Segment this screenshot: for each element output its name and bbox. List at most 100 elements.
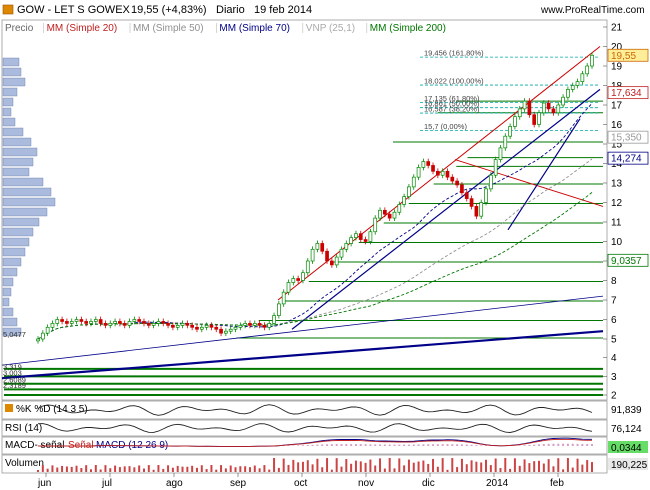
macd-hist-bar xyxy=(364,444,367,446)
price-tick-label: 15 xyxy=(611,140,623,151)
candle xyxy=(36,338,40,342)
volume-bar xyxy=(412,462,415,472)
candle xyxy=(84,321,89,324)
stochastic-line xyxy=(37,404,593,416)
candle xyxy=(358,233,363,240)
volume-bar xyxy=(369,459,372,472)
candle xyxy=(402,196,406,205)
volume-bar xyxy=(480,462,483,472)
candle xyxy=(383,209,387,215)
volume-bar xyxy=(465,464,468,472)
price-badge-label: 15,350 xyxy=(611,133,642,144)
price-badges: 19,55 17,634 15,350 14,274 9,0357 xyxy=(607,48,649,267)
macd-hist-bar xyxy=(480,445,483,446)
candle xyxy=(570,85,575,90)
candle xyxy=(108,323,113,326)
long-support-line xyxy=(1,330,604,380)
candle xyxy=(315,243,320,250)
candle xyxy=(522,100,527,110)
price-panel xyxy=(1,19,608,401)
volume-bar xyxy=(407,459,410,472)
volume-bar xyxy=(301,461,304,472)
candle xyxy=(310,248,315,262)
stochastic-value-badge xyxy=(608,403,648,415)
candle xyxy=(127,321,132,326)
volume-bar xyxy=(379,458,382,472)
price-tick-label: 2 xyxy=(611,391,617,402)
volume-bar xyxy=(345,459,348,472)
volume-bar xyxy=(451,458,454,472)
volume-bar xyxy=(292,459,295,472)
volume-profile-bar xyxy=(2,97,14,107)
candle xyxy=(354,233,358,238)
site-label: www.ProRealTime.com xyxy=(540,5,645,16)
macd-hist-bar xyxy=(359,444,362,446)
menu-icon[interactable] xyxy=(2,4,14,15)
candle xyxy=(267,323,272,328)
macd-hist-bar xyxy=(566,443,569,446)
candle xyxy=(421,161,426,168)
volume-bar xyxy=(562,469,565,472)
candle xyxy=(277,303,281,316)
macd-hist-bar xyxy=(297,445,300,446)
macd-hist-bar xyxy=(591,443,593,446)
candle xyxy=(166,323,170,326)
stochastic-icon[interactable] xyxy=(5,404,13,412)
left-level-label: 3,003 xyxy=(3,368,22,377)
volume-bar xyxy=(118,467,121,472)
macd-hist-bar xyxy=(354,444,357,446)
price-badge xyxy=(607,48,649,62)
volume-bar xyxy=(94,465,97,472)
volume-bar xyxy=(205,469,208,472)
candle xyxy=(407,186,411,197)
volume-bar xyxy=(109,468,112,472)
candle xyxy=(551,108,556,114)
macd-hist-bar xyxy=(407,444,410,446)
candle xyxy=(60,319,64,322)
price-tick-label: 6 xyxy=(611,315,617,326)
volume-bar xyxy=(335,458,338,472)
macd-hist-bar xyxy=(316,444,319,446)
volume-bar xyxy=(542,463,545,472)
candle xyxy=(113,321,117,324)
volume-profile-bar xyxy=(2,107,12,117)
candle xyxy=(199,326,204,330)
volume-bar xyxy=(586,460,589,472)
time-axis: jun jul ago sep oct nov dic 2014 feb xyxy=(37,473,564,489)
volume-bar xyxy=(547,459,550,472)
volume-bar xyxy=(210,465,213,472)
candle xyxy=(209,325,214,328)
volume-bar xyxy=(354,460,357,472)
candle xyxy=(363,239,368,242)
volume-bar xyxy=(128,466,131,472)
macd-hist-bar xyxy=(301,445,304,446)
candle xyxy=(517,108,522,118)
volume-bar xyxy=(306,460,309,472)
left-level-label: 5,0477 xyxy=(3,330,26,339)
price-tick-label: 19 xyxy=(611,62,623,73)
candle xyxy=(474,206,479,217)
volume-profile-bar xyxy=(2,307,14,317)
candle xyxy=(541,102,546,114)
price-badge xyxy=(607,151,649,165)
volume-panel xyxy=(1,454,608,474)
candle xyxy=(296,278,300,281)
volume-bar xyxy=(220,465,223,472)
candle xyxy=(98,319,103,324)
macd-hist-bar xyxy=(571,443,574,446)
volume-bar xyxy=(167,465,170,472)
volume-bar xyxy=(297,462,300,472)
volume-bar xyxy=(114,465,117,472)
candle xyxy=(566,89,570,98)
price-tick-label: 16 xyxy=(611,120,623,131)
volume-bar xyxy=(41,465,44,472)
macd-hist-bar xyxy=(432,444,435,446)
volume-profile-bar xyxy=(2,327,22,337)
macd-hist-bar xyxy=(335,444,338,446)
candle xyxy=(527,100,532,116)
macd-hist-bar xyxy=(369,444,372,446)
volume-bar xyxy=(388,458,391,472)
candle xyxy=(214,326,219,330)
volume-bar xyxy=(518,465,521,472)
price-badge xyxy=(607,253,649,267)
